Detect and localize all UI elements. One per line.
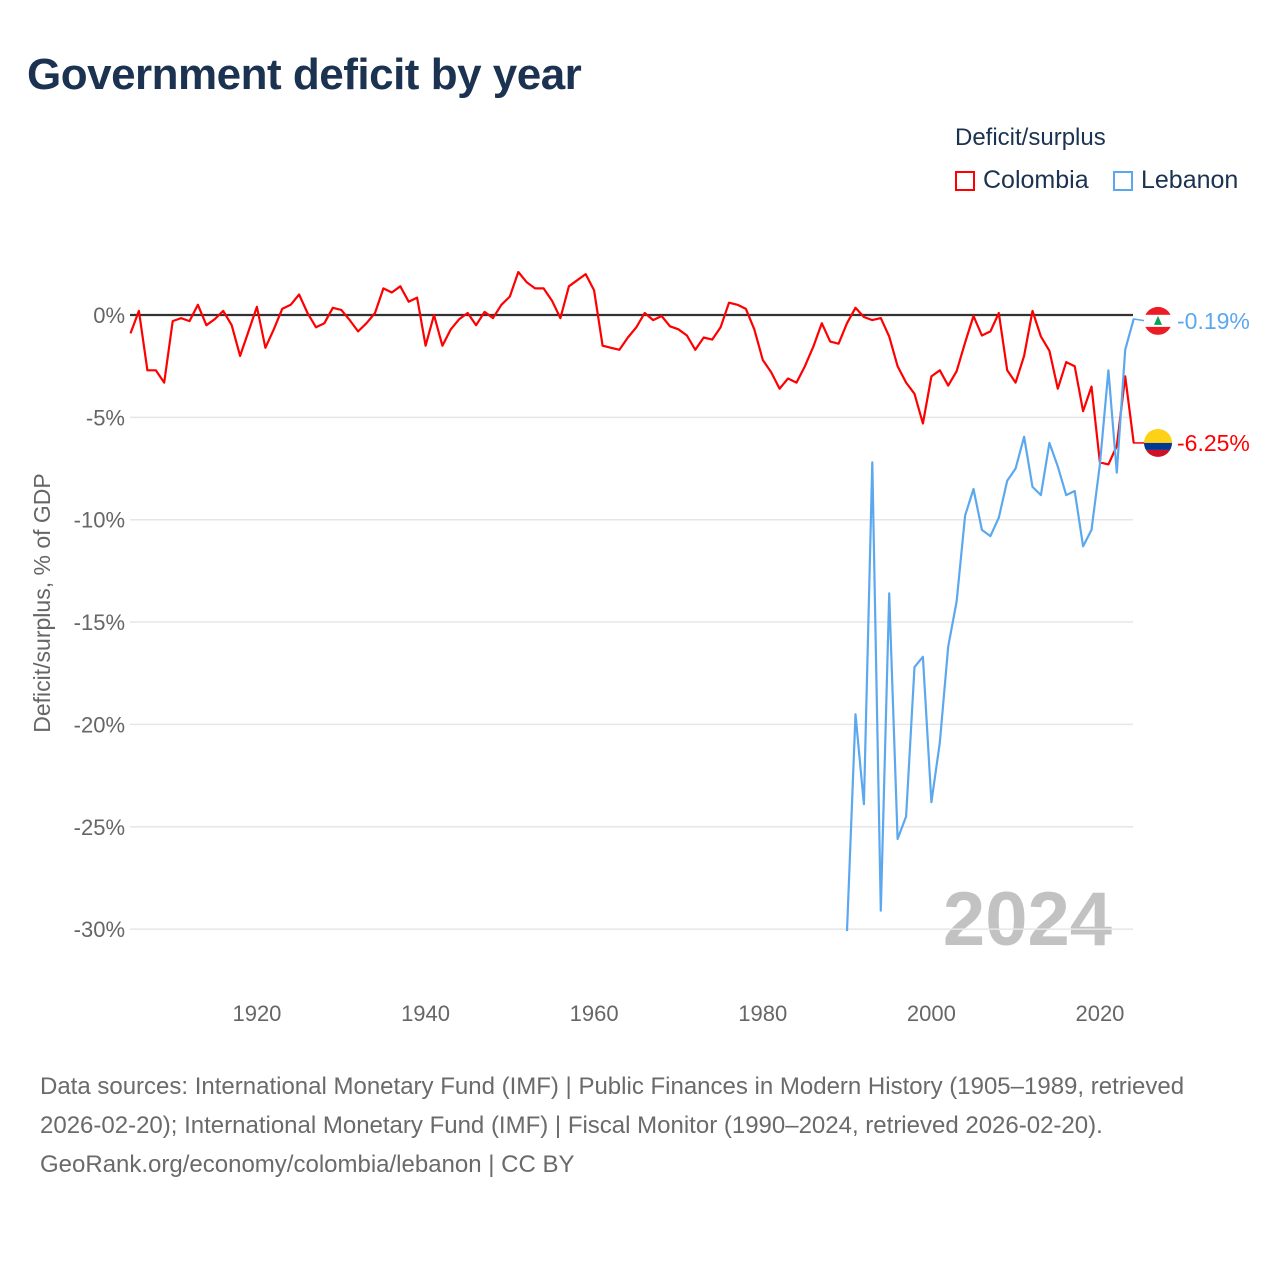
- x-tick-label: 1960: [570, 1001, 619, 1026]
- source-credit[interactable]: GeoRank.org/economy/colombia/lebanon | C…: [40, 1151, 575, 1178]
- x-tick-label: 1940: [401, 1001, 450, 1026]
- legend-item-colombia[interactable]: Colombia: [955, 166, 1089, 195]
- x-tick-label: 1980: [738, 1001, 787, 1026]
- legend-label: Colombia: [983, 166, 1089, 194]
- y-tick-label: -15%: [74, 610, 125, 635]
- y-axis-label: Deficit/surplus, % of GDP: [29, 473, 55, 732]
- x-tick-label: 1920: [232, 1001, 281, 1026]
- y-tick-label: -10%: [74, 508, 125, 533]
- series-line-lebanon: [845, 318, 1135, 932]
- label-connector: [1132, 318, 1147, 322]
- legend-title: Deficit/surplus: [955, 124, 1106, 151]
- lebanon-flag-icon: [1144, 306, 1172, 335]
- source-note: Data sources: International Monetary Fun…: [40, 1067, 1240, 1184]
- y-tick-label: -25%: [74, 815, 125, 840]
- y-tick-label: -20%: [74, 712, 125, 737]
- source-line: Data sources: International Monetary Fun…: [40, 1073, 1185, 1139]
- legend-swatch-colombia: [955, 170, 975, 191]
- year-watermark: 2024: [943, 877, 1112, 962]
- y-tick-label: -30%: [74, 917, 125, 942]
- series-line-colombia: [129, 270, 1135, 466]
- end-value-label-colombia: -6.25%: [1177, 430, 1250, 456]
- y-tick-label: -5%: [86, 405, 125, 430]
- end-value-label-lebanon: -0.19%: [1177, 308, 1250, 334]
- y-tick-label: 0%: [93, 303, 125, 328]
- colombia-flag-icon: [1144, 428, 1172, 457]
- legend-label: Lebanon: [1141, 166, 1239, 194]
- x-tick-label: 2000: [907, 1001, 956, 1026]
- legend-swatch-lebanon: [1113, 170, 1133, 191]
- legend-item-lebanon[interactable]: Lebanon: [1113, 166, 1238, 195]
- chart-title: Government deficit by year: [27, 50, 582, 99]
- x-tick-label: 2020: [1075, 1001, 1124, 1026]
